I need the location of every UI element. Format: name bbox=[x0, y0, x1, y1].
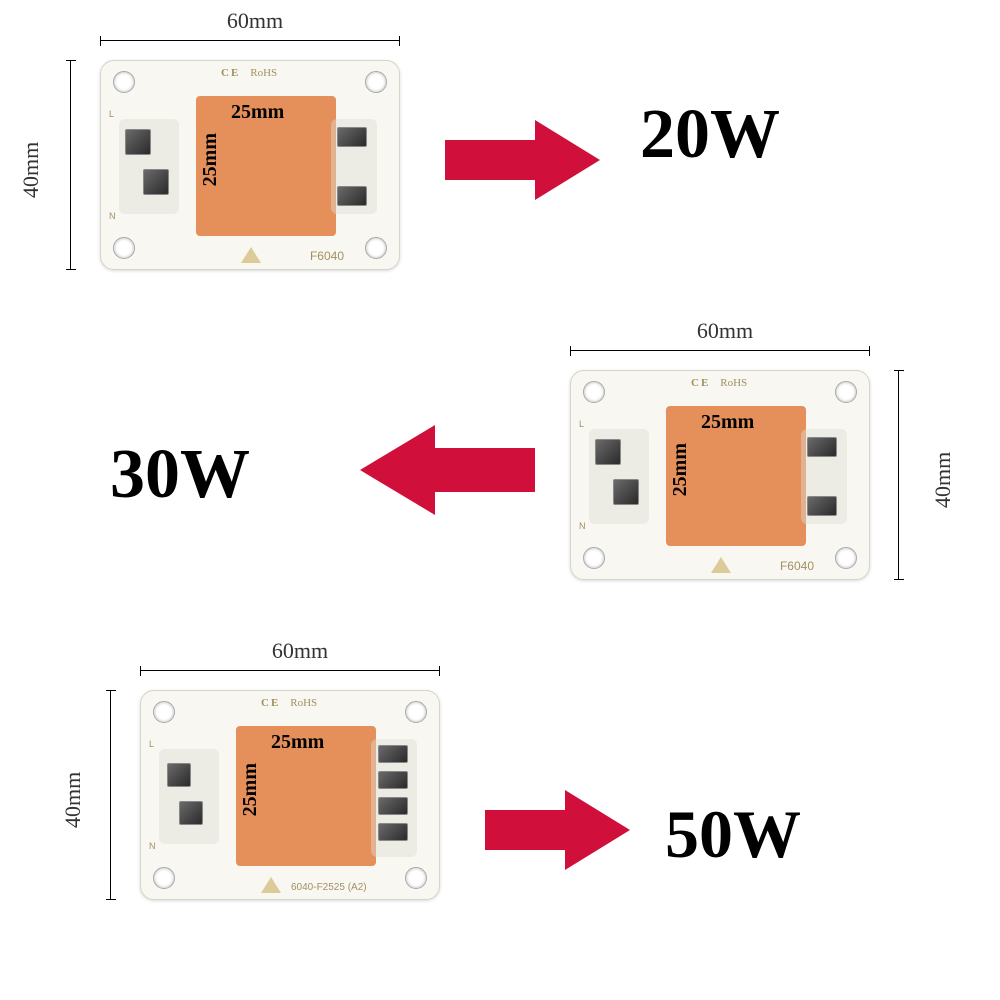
warning-icon bbox=[261, 877, 281, 893]
smd-cluster-left bbox=[589, 429, 649, 524]
chip1-dim-height-line bbox=[70, 60, 71, 270]
led-width-label: 25mm bbox=[231, 101, 284, 124]
arrow-to-30w bbox=[355, 420, 535, 520]
smd-component bbox=[378, 823, 408, 841]
led-width-label: 25mm bbox=[271, 731, 324, 754]
smd-component bbox=[143, 169, 169, 195]
smd-component bbox=[337, 186, 367, 206]
led-width-label: 25mm bbox=[701, 411, 754, 434]
mount-hole bbox=[583, 547, 605, 569]
model-number: 6040-F2525 (A2) bbox=[291, 882, 367, 893]
arrow-to-20w bbox=[445, 115, 605, 205]
warning-icon bbox=[711, 557, 731, 573]
chip3-dim-height-label: 40mm bbox=[60, 750, 86, 850]
chip2-dim-height-label: 40mm bbox=[930, 430, 956, 530]
terminal-l: L bbox=[109, 109, 114, 119]
mount-hole bbox=[583, 381, 605, 403]
chip3-dim-height-line bbox=[110, 690, 111, 900]
wattage-30w: 30W bbox=[110, 435, 250, 515]
smd-component bbox=[378, 797, 408, 815]
mount-hole bbox=[405, 867, 427, 889]
smd-component bbox=[807, 437, 837, 457]
chip1-dim-height-label: 40mm bbox=[18, 120, 44, 220]
smd-cluster-right bbox=[801, 429, 847, 524]
smd-cluster-left bbox=[119, 119, 179, 214]
ce-mark: CE bbox=[221, 67, 240, 79]
smd-component bbox=[125, 129, 151, 155]
led-height-label: 25mm bbox=[239, 763, 262, 816]
chip-30w: CE RoHS L N 25mm 25mm F6040 bbox=[570, 370, 870, 580]
mount-hole bbox=[365, 237, 387, 259]
ce-rohs-marking: CE RoHS bbox=[221, 67, 277, 79]
led-height-label: 25mm bbox=[669, 443, 692, 496]
smd-component bbox=[378, 771, 408, 789]
rohs-mark: RoHS bbox=[720, 377, 747, 389]
ce-mark: CE bbox=[691, 377, 710, 389]
smd-component bbox=[807, 496, 837, 516]
smd-component bbox=[337, 127, 367, 147]
ce-rohs-marking: CE RoHS bbox=[261, 697, 317, 709]
smd-component bbox=[179, 801, 203, 825]
chip3-dim-width-line bbox=[140, 670, 440, 671]
chip1-dim-width-line bbox=[100, 40, 400, 41]
led-height-label: 25mm bbox=[199, 133, 222, 186]
mount-hole bbox=[365, 71, 387, 93]
mount-hole bbox=[113, 237, 135, 259]
terminal-l: L bbox=[149, 739, 154, 749]
model-number: F6040 bbox=[780, 559, 814, 573]
chip1-dim-width-label: 60mm bbox=[180, 8, 330, 34]
rohs-mark: RoHS bbox=[250, 67, 277, 79]
smd-component bbox=[595, 439, 621, 465]
terminal-n: N bbox=[149, 841, 156, 851]
warning-icon bbox=[241, 247, 261, 263]
terminal-n: N bbox=[109, 211, 116, 221]
chip2-dim-width-label: 60mm bbox=[650, 318, 800, 344]
chip-50w: CE RoHS L N 25mm 25mm 6040-F2525 (A2) bbox=[140, 690, 440, 900]
chip3-dim-width-label: 60mm bbox=[225, 638, 375, 664]
chip2-dim-width-line bbox=[570, 350, 870, 351]
mount-hole bbox=[153, 701, 175, 723]
smd-component bbox=[613, 479, 639, 505]
arrow-to-50w bbox=[485, 785, 635, 875]
smd-cluster-left bbox=[159, 749, 219, 844]
mount-hole bbox=[113, 71, 135, 93]
ce-rohs-marking: CE RoHS bbox=[691, 377, 747, 389]
wattage-50w: 50W bbox=[665, 795, 801, 874]
ce-mark: CE bbox=[261, 697, 280, 709]
chip-20w: CE RoHS L N 25mm 25mm F6040 bbox=[100, 60, 400, 270]
mount-hole bbox=[835, 381, 857, 403]
terminal-n: N bbox=[579, 521, 586, 531]
chip2-dim-height-line bbox=[898, 370, 899, 580]
model-number: F6040 bbox=[310, 249, 344, 263]
wattage-20w: 20W bbox=[640, 95, 780, 175]
smd-cluster-right bbox=[371, 739, 417, 857]
rohs-mark: RoHS bbox=[290, 697, 317, 709]
mount-hole bbox=[835, 547, 857, 569]
smd-cluster-right bbox=[331, 119, 377, 214]
mount-hole bbox=[405, 701, 427, 723]
smd-component bbox=[167, 763, 191, 787]
mount-hole bbox=[153, 867, 175, 889]
terminal-l: L bbox=[579, 419, 584, 429]
smd-component bbox=[378, 745, 408, 763]
